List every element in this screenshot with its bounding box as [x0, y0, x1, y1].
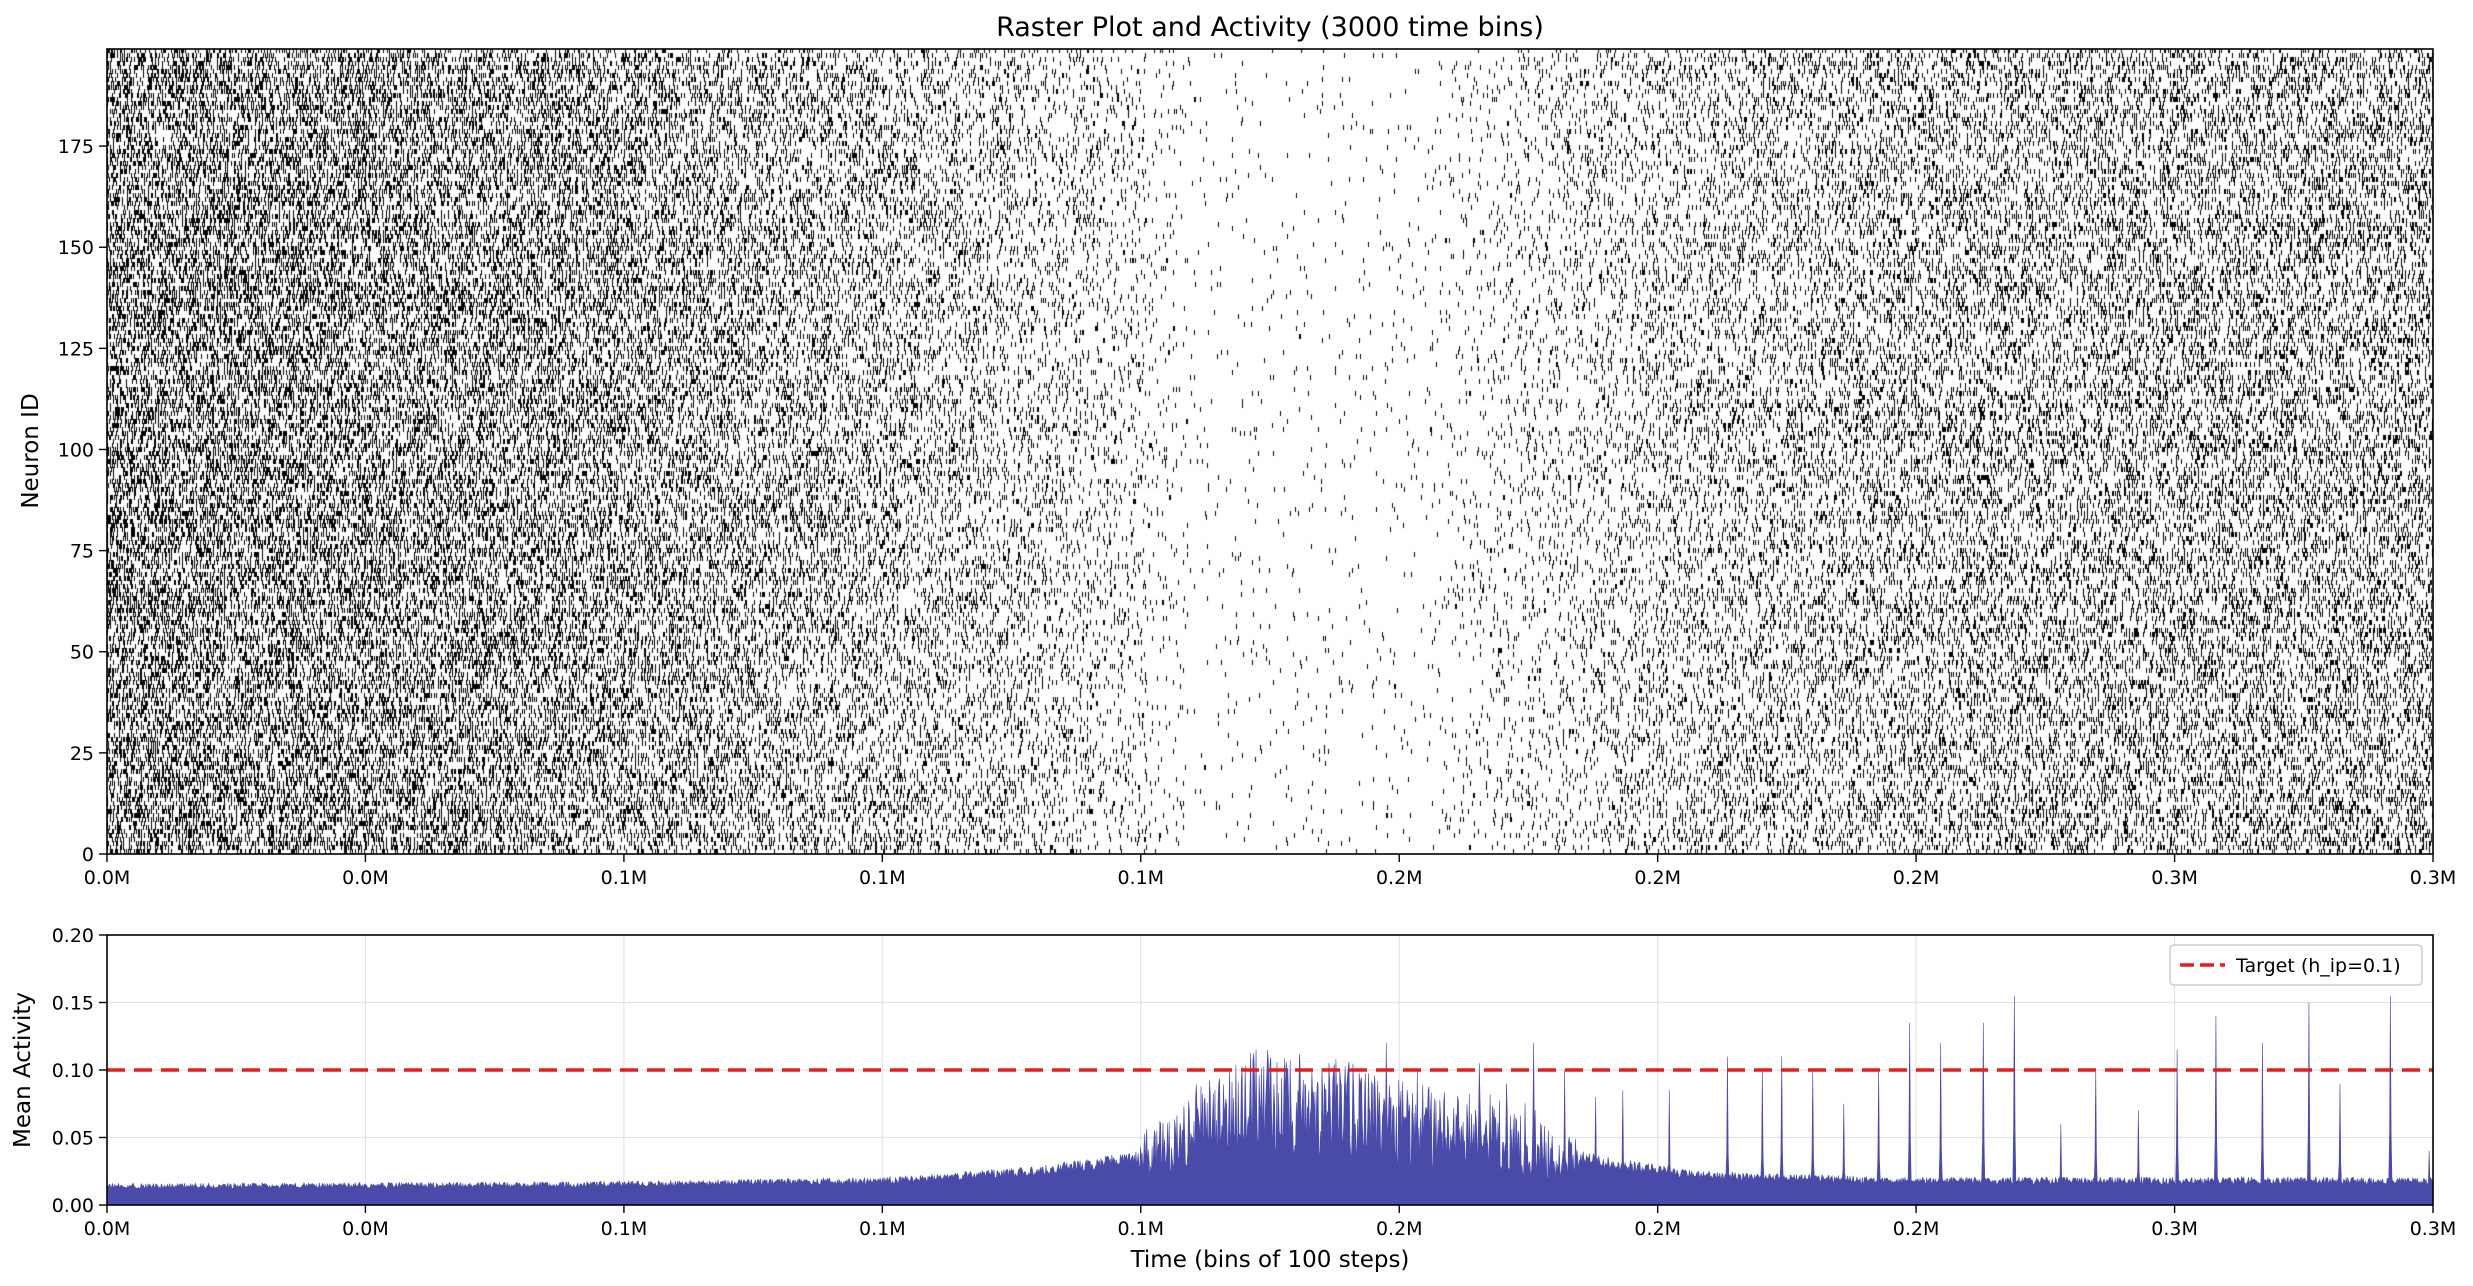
raster-y-tick-label: 25 [70, 743, 94, 765]
raster-y-tick-label: 150 [58, 237, 94, 259]
activity-legend: Target (h_ip=0.1) [2169, 944, 2423, 986]
activity-area [106, 995, 2433, 1206]
raster-y-tick-label: 100 [58, 439, 94, 461]
raster-x-tick-label: 0.1M [1117, 867, 1164, 889]
activity-x-tick-label: 0.3M [2151, 1218, 2198, 1240]
raster-title: Raster Plot and Activity (3000 time bins… [996, 12, 1544, 43]
raster-panel: Raster Plot and Activity (3000 time bins… [18, 12, 2456, 889]
legend-box [2169, 944, 2423, 986]
activity-x-tick-label: 0.1M [859, 1218, 906, 1240]
legend-target-label: Target (h_ip=0.1) [2235, 955, 2401, 977]
activity-x-tick-label: 0.2M [1376, 1218, 1423, 1240]
raster-x-tick-label: 0.0M [342, 867, 389, 889]
raster-x-tick-label: 0.2M [1893, 867, 1940, 889]
raster-x-tick-label: 0.1M [601, 867, 648, 889]
activity-y-ticks: 0.00 0.05 0.10 0.15 0.20 [52, 925, 107, 1217]
raster-axes-frame [106, 48, 2434, 855]
raster-y-tick-label: 175 [58, 136, 94, 158]
raster-y-axis-label: Neuron ID [18, 393, 44, 508]
raster-spike-image [107, 49, 2433, 854]
raster-x-tick-label: 0.0M [84, 867, 131, 889]
raster-y-tick-label: 125 [58, 338, 94, 360]
activity-y-tick-label: 0.15 [52, 993, 94, 1015]
activity-x-axis-label: Time (bins of 100 steps) [1130, 1247, 1410, 1273]
activity-y-tick-label: 0.20 [52, 925, 94, 947]
raster-x-tick-label: 0.3M [2410, 867, 2457, 889]
raster-y-tick-label: 0 [82, 844, 94, 866]
activity-x-tick-label: 0.2M [1634, 1218, 1681, 1240]
activity-panel: 0.00 0.05 0.10 0.15 0.20 0.0M 0.0M 0.1M 0.1M 0.1… [10, 925, 2456, 1273]
raster-x-tick-label: 0.2M [1634, 867, 1681, 889]
activity-x-tick-label: 0.3M [2410, 1218, 2457, 1240]
activity-x-tick-label: 0.2M [1893, 1218, 1940, 1240]
raster-y-tick-label: 50 [70, 642, 94, 664]
activity-x-tick-label: 0.0M [342, 1218, 389, 1240]
activity-x-tick-label: 0.1M [601, 1218, 648, 1240]
activity-x-tick-label: 0.0M [84, 1218, 131, 1240]
activity-x-tick-label: 0.1M [1117, 1218, 1164, 1240]
activity-y-tick-label: 0.05 [52, 1128, 94, 1150]
activity-y-axis-label: Mean Activity [10, 992, 36, 1148]
raster-y-tick-label: 75 [70, 541, 94, 563]
raster-x-tick-label: 0.3M [2151, 867, 2198, 889]
activity-x-ticks: 0.0M 0.0M 0.1M 0.1M 0.1M 0.2M 0.2M 0.2M 0.3M 0.3M [84, 1205, 2457, 1240]
activity-y-tick-label: 0.10 [52, 1060, 94, 1082]
raster-x-tick-label: 0.1M [859, 867, 906, 889]
raster-y-ticks: 0 25 50 75 100 125 150 175 [58, 136, 107, 866]
raster-x-ticks: 0.0M 0.0M 0.1M 0.1M 0.1M 0.2M 0.2M 0.2M 0.3M 0.3M [84, 854, 2457, 889]
raster-x-tick-label: 0.2M [1376, 867, 1423, 889]
activity-y-tick-label: 0.00 [52, 1195, 94, 1217]
